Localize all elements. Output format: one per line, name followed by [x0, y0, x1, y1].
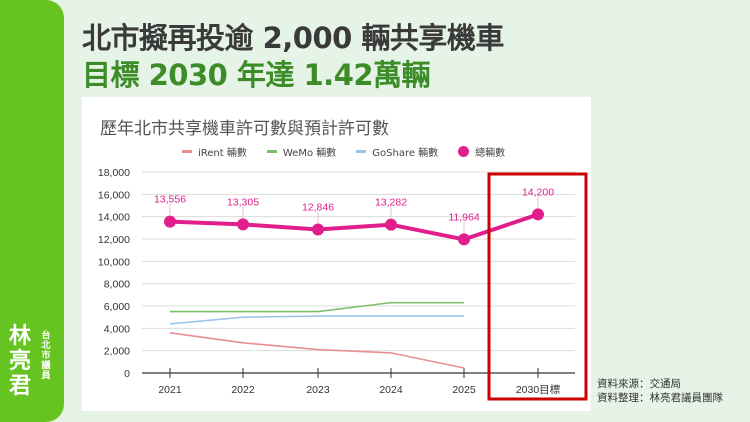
- data-point-marker: [458, 233, 470, 246]
- line-chart: 0 2,000 4,000 6,000 8,000 10,000 12,000 14,000 1…: [98, 167, 588, 401]
- author-name: 林亮君: [8, 324, 32, 399]
- y-tick-label: 14,000: [98, 212, 130, 224]
- highlight-box: [487, 172, 588, 401]
- series-line: [170, 301, 464, 313]
- vertical-char: 議: [41, 361, 51, 371]
- headline: 北市擬再投逾 2,000 輛共享機車 目標 2030 年達 1.42萬輛: [82, 20, 504, 94]
- x-tick-label: 2022: [231, 384, 255, 396]
- series-line: [169, 315, 464, 325]
- vertical-char: 員: [41, 371, 51, 381]
- data-point-marker: [164, 215, 176, 228]
- legend-label: GoShare 輛數: [372, 148, 439, 159]
- headline-line2: 目標 2030 年達 1.42萬輛: [82, 58, 431, 92]
- chart-legend: iRent 輛數 WeMo 輛數 GoShare 輛數 總輛數: [182, 144, 505, 159]
- data-point-marker: [385, 218, 397, 231]
- vertical-char: 台: [41, 331, 51, 341]
- y-tick-label: 8,000: [104, 279, 130, 291]
- legend-item: GoShare 輛數: [356, 144, 438, 159]
- data-label: 12,846: [302, 202, 334, 214]
- data-label: 13,305: [227, 196, 259, 208]
- x-tick-label: 2024: [379, 384, 403, 396]
- data-label: 11,964: [448, 211, 479, 223]
- data-point-marker: [237, 218, 249, 231]
- y-tick-label: 12,000: [98, 234, 130, 246]
- vertical-char: 亮: [8, 349, 31, 374]
- legend-label: 總輛數: [475, 148, 506, 159]
- vertical-char: 市: [41, 351, 51, 361]
- vertical-char: 北: [41, 341, 51, 351]
- author-role: 台北市議員: [41, 331, 51, 381]
- chart-title: 歷年北市共享機車許可數與預計許可數: [100, 119, 389, 139]
- x-tick-label: 2030目標: [516, 383, 561, 396]
- legend-item: iRent 輛數: [182, 144, 247, 159]
- compiled-by-line: 資料整理：林亮君議員團隊: [597, 392, 723, 404]
- source-note: 資料來源：交通局 資料整理：林亮君議員團隊: [597, 377, 723, 405]
- y-tick-label: 10,000: [98, 256, 130, 268]
- legend-swatch: [266, 150, 277, 153]
- y-tick-label: 0: [124, 368, 130, 380]
- sidebar-brand-bar: 林亮君 台北市議員: [0, 0, 64, 422]
- y-tick-label: 16,000: [98, 189, 130, 201]
- chart-panel: 歷年北市共享機車許可數與預計許可數 iRent 輛數 WeMo 輛數 GoShare…: [82, 97, 591, 411]
- source-line: 資料來源：交通局: [597, 378, 681, 390]
- y-tick-label: 6,000: [104, 301, 130, 313]
- vertical-char: 林: [8, 324, 31, 349]
- x-tick-label: 2023: [306, 384, 330, 396]
- data-label: 13,556: [154, 194, 186, 206]
- vertical-char: 君: [8, 374, 31, 399]
- legend-item: WeMo 輛數: [266, 144, 337, 159]
- legend-swatch: [182, 150, 192, 153]
- data-point-marker: [312, 223, 324, 236]
- y-tick-label: 18,000: [98, 167, 130, 179]
- legend-label: iRent 輛數: [198, 148, 247, 159]
- legend-swatch: [458, 146, 470, 157]
- headline-line1: 北市擬再投逾 2,000 輛共享機車: [82, 21, 504, 55]
- y-tick-label: 2,000: [104, 346, 130, 358]
- legend-label: WeMo 輛數: [282, 148, 337, 159]
- data-label: 14,200: [522, 186, 554, 198]
- y-tick-label: 4,000: [104, 323, 130, 335]
- series-line: [169, 332, 465, 369]
- total-series-line: [169, 212, 539, 242]
- x-tick-label: 2025: [452, 384, 476, 396]
- legend-item: 總輛數: [458, 144, 505, 159]
- x-tick-label: 2021: [158, 384, 182, 396]
- legend-swatch: [356, 150, 367, 153]
- data-point-marker: [532, 208, 544, 221]
- data-label: 13,282: [375, 197, 407, 209]
